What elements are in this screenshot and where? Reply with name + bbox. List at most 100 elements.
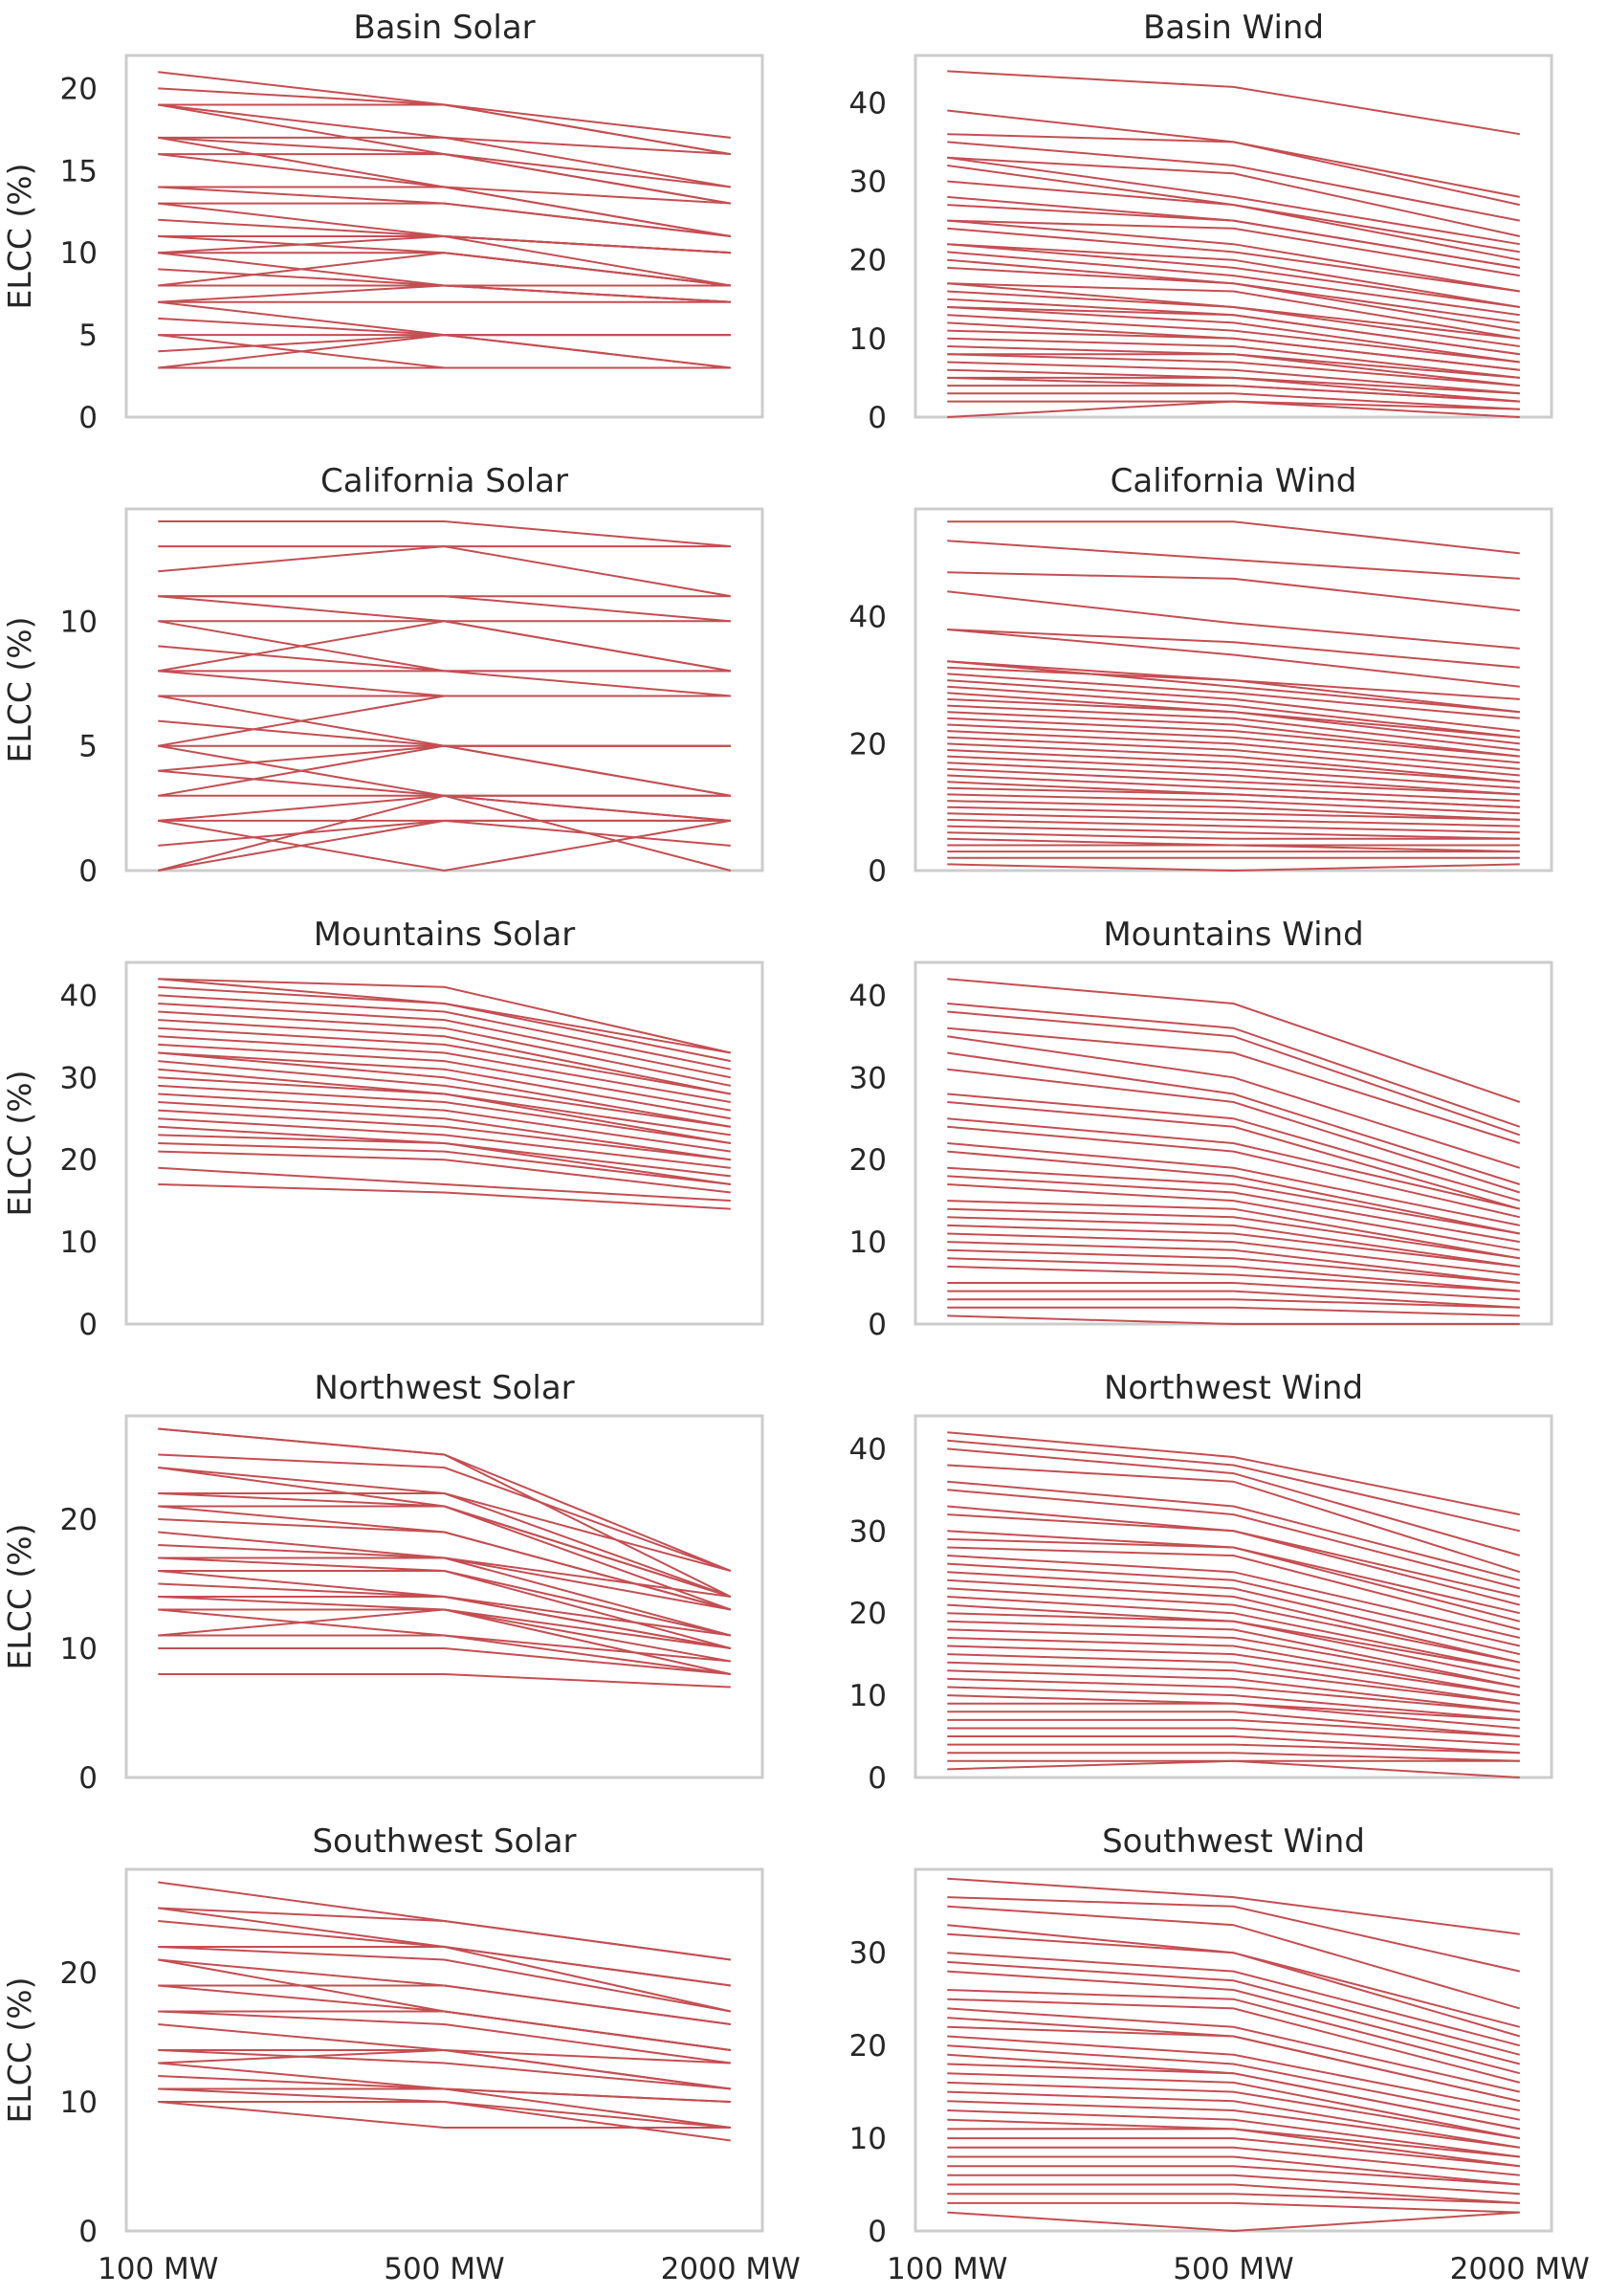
california-wind-y-tick-label: 40: [849, 601, 887, 635]
california-wind-series-group: [947, 520, 1520, 872]
mountains-wind-series-line-14: [947, 1166, 1520, 1235]
california-wind-series-line-37: [947, 844, 1520, 853]
northwest-wind-series-line-2: [947, 1439, 1521, 1533]
southwest-solar-series-line-16: [158, 2048, 731, 2090]
northwest-wind-series-line-31: [947, 1711, 1520, 1737]
northwest-solar-series-line-18: [158, 1596, 731, 1649]
basin-solar-y-tick-label: 0: [78, 401, 98, 435]
mountains-wind-series-group: [947, 978, 1521, 1325]
mountains-solar-series-line-9: [158, 1035, 731, 1103]
southwest-solar-series-line-19: [158, 2087, 731, 2129]
northwest-wind-title: Northwest Wind: [1104, 1369, 1363, 1407]
basin-solar-y-tick-label: 5: [78, 319, 98, 353]
mountains-solar-series-line-12: [158, 1051, 731, 1128]
california-wind-series-line-8: [947, 660, 1520, 714]
southwest-wind-series-line-1: [947, 1877, 1520, 1935]
southwest-wind-x-tick-label: 2000 MW: [1450, 2252, 1590, 2286]
basin-solar-series-line-4: [158, 103, 731, 188]
mountains-solar-series-line-15: [158, 1076, 731, 1144]
southwest-wind-series-line-17: [947, 2063, 1520, 2130]
california-wind-series-line-2: [947, 540, 1520, 580]
basin-wind-series-line-34: [947, 376, 1520, 403]
california-solar-title: California Solar: [320, 462, 568, 500]
basin-solar-series-line-32: [158, 334, 731, 369]
southwest-wind-series-line-30: [947, 2183, 1520, 2204]
southwest-wind-series-line-22: [947, 2109, 1520, 2158]
california-wind-series-line-28: [947, 786, 1520, 808]
mountains-solar-panel: Mountains Solar 0 10 20 30 40 ELCC (%): [1, 916, 764, 1342]
california-solar-series-line-20: [158, 769, 731, 797]
mountains-solar-axes-frame: [124, 960, 764, 1326]
northwest-wind-series-line-35: [947, 1743, 1520, 1755]
northwest-solar-series-line-24: [158, 1647, 731, 1675]
mountains-wind-y-tick-label: 0: [868, 1308, 887, 1342]
basin-wind-series-line-18: [947, 266, 1520, 332]
southwest-solar-x-tick-label: 2000 MW: [661, 2252, 801, 2286]
california-solar-series-line-16: [158, 695, 731, 747]
northwest-wind-series-line-33: [947, 1727, 1520, 1746]
mountains-wind-series-line-12: [947, 1142, 1520, 1226]
california-wind-series-line-15: [947, 704, 1520, 751]
mountains-solar-series-line-22: [158, 1134, 731, 1185]
southwest-wind-series-line-3: [947, 1905, 1521, 2010]
basin-solar-y-tick-label: 10: [60, 236, 98, 271]
southwest-wind-title: Southwest Wind: [1102, 1822, 1365, 1861]
mountains-wind-y-tick-label: 10: [849, 1225, 887, 1260]
northwest-solar-series-group: [158, 1427, 732, 1689]
northwest-solar-series-line-13: [158, 1556, 731, 1611]
mountains-solar-series-line-19: [158, 1109, 731, 1161]
northwest-wind-series-line-28: [947, 1686, 1520, 1721]
northwest-solar-axes-frame: [124, 1414, 764, 1779]
basin-wind-y-tick-label: 40: [849, 86, 887, 121]
southwest-wind-series-line-31: [947, 2193, 1520, 2204]
mountains-solar-y-tick-label: 10: [60, 1225, 98, 1260]
northwest-wind-series-line-6: [947, 1489, 1521, 1590]
southwest-wind-series-line-8: [947, 1970, 1521, 2065]
basin-wind-series-line-11: [947, 219, 1520, 277]
mountains-solar-series-line-23: [158, 1142, 731, 1185]
basin-wind-series-line-36: [947, 385, 1520, 403]
southwest-solar-series-line-11: [158, 2010, 731, 2051]
basin-solar-series-line-7: [158, 136, 731, 188]
california-wind-series-line-31: [947, 806, 1520, 821]
mountains-solar-series-line-4: [158, 994, 731, 1071]
mountains-solar-series-group: [158, 978, 732, 1210]
northwest-solar-y-tick-label: 10: [60, 1632, 98, 1667]
mountains-wind-series-line-3: [947, 1010, 1521, 1137]
northwest-solar-series-line-21: [158, 1608, 731, 1675]
southwest-wind-series-line-10: [947, 1998, 1521, 2084]
southwest-wind-series-line-32: [947, 2201, 1520, 2214]
mountains-wind-series-line-11: [947, 1125, 1521, 1219]
basin-solar-series-line-17: [158, 235, 731, 287]
basin-wind-y-tick-label: 10: [849, 322, 887, 357]
northwest-wind-axes-frame: [914, 1414, 1553, 1779]
northwest-solar-series-line-7: [158, 1492, 732, 1598]
california-solar-series-line-3: [158, 545, 731, 598]
northwest-wind-y-tick-label: 0: [868, 1761, 887, 1796]
southwest-solar-y-tick-label: 0: [78, 2215, 98, 2249]
basin-wind-series-line-21: [947, 290, 1520, 347]
basin-wind-series-line-2: [947, 109, 1520, 198]
northwest-solar-series-line-6: [158, 1492, 732, 1572]
mountains-solar-series-line-5: [158, 1003, 731, 1079]
mountains-solar-series-line-1: [158, 978, 732, 1054]
northwest-wind-series-group: [947, 1431, 1521, 1778]
basin-wind-series-line-10: [947, 204, 1520, 269]
northwest-solar-title: Northwest Solar: [314, 1369, 574, 1407]
basin-solar-series-line-28: [158, 317, 731, 337]
southwest-solar-series-line-9: [158, 1984, 731, 2025]
california-wind-series-line-32: [947, 812, 1520, 828]
mountains-solar-y-tick-label: 40: [60, 979, 98, 1013]
california-wind-series-line-25: [947, 767, 1520, 796]
mountains-wind-series-line-7: [947, 1068, 1521, 1194]
basin-wind-series-line-28: [947, 337, 1520, 379]
southwest-solar-y-tick-label: 10: [60, 2086, 98, 2120]
northwest-wind-series-line-34: [947, 1735, 1520, 1755]
southwest-wind-series-line-26: [947, 2146, 1520, 2176]
basin-solar-series-line-24: [158, 284, 731, 303]
southwest-solar-series-line-13: [158, 2023, 731, 2064]
california-solar-y-tick-label: 5: [78, 730, 98, 764]
california-solar-series-line-6: [158, 595, 731, 673]
southwest-wind-series-line-28: [947, 2165, 1520, 2186]
basin-wind-series-line-39: [947, 400, 1520, 418]
